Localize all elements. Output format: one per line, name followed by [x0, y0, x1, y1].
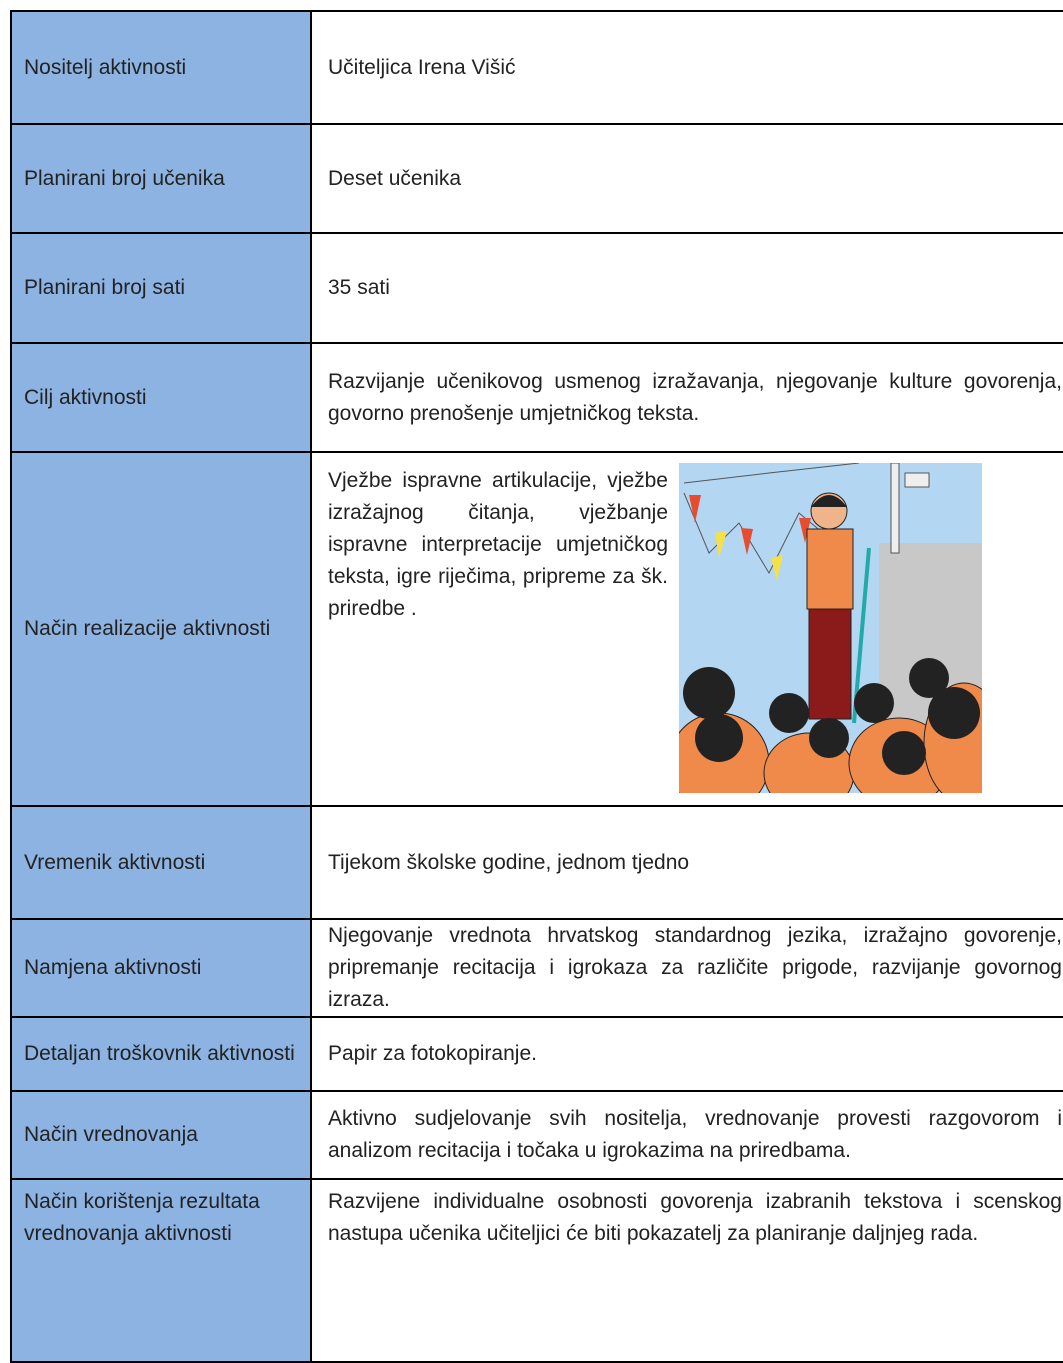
- row-label: Cilj aktivnosti: [10, 342, 312, 453]
- table-row: Vremenik aktivnosti Tijekom školske godin…: [10, 805, 1063, 920]
- row-label: Način korištenja rezultata vrednovanja a…: [10, 1178, 312, 1363]
- row-label: Nositelj aktivnosti: [10, 10, 312, 125]
- row-value: 35 sati: [310, 232, 1063, 344]
- table-row: Namjena aktivnosti Njegovanje vrednota hr…: [10, 918, 1063, 1018]
- row-label: Način realizacije aktivnosti: [10, 451, 312, 807]
- table-row: Način korištenja rezultata vrednovanja a…: [10, 1178, 1063, 1363]
- table-row: Način vrednovanja Aktivno sudjelovanje sv…: [10, 1090, 1063, 1180]
- table-row: Cilj aktivnosti Razvijanje učenikovog usm…: [10, 342, 1063, 453]
- table-row: Način realizacije aktivnosti Vježbe ispra…: [10, 451, 1063, 807]
- row-value: Papir za fotokopiranje.: [310, 1016, 1063, 1092]
- table-row: Detaljan troškovnik aktivnosti Papir za f…: [10, 1016, 1063, 1092]
- activity-table: Nositelj aktivnosti Učiteljica Irena Viši…: [10, 10, 1063, 1363]
- row-label: Vremenik aktivnosti: [10, 805, 312, 920]
- row-label: Namjena aktivnosti: [10, 918, 312, 1018]
- row-value: Njegovanje vrednota hrvatskog standardno…: [310, 918, 1063, 1018]
- table-row: Planirani broj sati 35 sati: [10, 232, 1063, 344]
- row-value: Tijekom školske godine, jednom tjedno: [310, 805, 1063, 920]
- row-value: Razvijene individualne osobnosti govoren…: [310, 1178, 1063, 1363]
- row-label: Način vrednovanja: [10, 1090, 312, 1180]
- table-row: Planirani broj učenika Deset učenika: [10, 123, 1063, 234]
- row-value: Aktivno sudjelovanje svih nositelja, vre…: [310, 1090, 1063, 1180]
- row-label: Detaljan troškovnik aktivnosti: [10, 1016, 312, 1092]
- row-value: Deset učenika: [310, 123, 1063, 234]
- row-value: Učiteljica Irena Višić: [310, 10, 1063, 125]
- row-value: Razvijanje učenikovog usmenog izražavanj…: [310, 342, 1063, 453]
- row-value-cell: Vježbe ispravne artikulacije, vježbe izr…: [310, 451, 1063, 807]
- row-value: Vježbe ispravne artikulacije, vježbe izr…: [328, 469, 668, 620]
- illustration: [679, 463, 982, 793]
- row-label: Planirani broj sati: [10, 232, 312, 344]
- row-label: Planirani broj učenika: [10, 123, 312, 234]
- table-row: Nositelj aktivnosti Učiteljica Irena Viši…: [10, 10, 1063, 125]
